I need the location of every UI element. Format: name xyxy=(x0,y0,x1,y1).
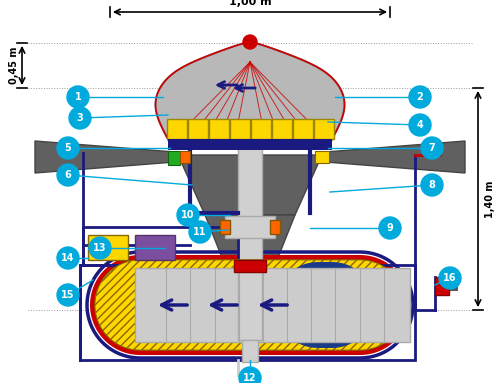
Text: 2: 2 xyxy=(416,92,424,102)
Circle shape xyxy=(379,217,401,239)
Text: 6: 6 xyxy=(64,170,71,180)
Text: 16: 16 xyxy=(444,273,457,283)
Text: 4: 4 xyxy=(416,120,424,130)
FancyBboxPatch shape xyxy=(166,119,186,139)
Text: 8: 8 xyxy=(428,180,436,190)
Circle shape xyxy=(89,237,111,259)
FancyBboxPatch shape xyxy=(292,119,312,139)
Circle shape xyxy=(57,137,79,159)
Polygon shape xyxy=(95,260,405,350)
FancyBboxPatch shape xyxy=(272,119,291,139)
FancyBboxPatch shape xyxy=(135,268,410,342)
Text: 7: 7 xyxy=(428,143,436,153)
Polygon shape xyxy=(156,42,344,143)
Text: 10: 10 xyxy=(181,210,195,220)
FancyBboxPatch shape xyxy=(88,235,128,260)
Text: 3: 3 xyxy=(76,113,84,123)
Polygon shape xyxy=(90,255,410,355)
Polygon shape xyxy=(205,215,295,265)
Circle shape xyxy=(57,164,79,186)
FancyBboxPatch shape xyxy=(135,235,175,260)
Circle shape xyxy=(189,221,211,243)
Circle shape xyxy=(69,107,91,129)
Circle shape xyxy=(57,247,79,269)
Text: 5: 5 xyxy=(64,143,71,153)
Text: 13: 13 xyxy=(93,243,107,253)
Text: 1: 1 xyxy=(74,92,82,102)
FancyBboxPatch shape xyxy=(270,220,280,234)
Circle shape xyxy=(439,267,461,289)
Circle shape xyxy=(421,137,443,159)
Polygon shape xyxy=(35,141,175,173)
FancyBboxPatch shape xyxy=(208,119,229,139)
Circle shape xyxy=(67,86,89,108)
FancyBboxPatch shape xyxy=(188,119,208,139)
Text: 1,40 m: 1,40 m xyxy=(485,180,495,218)
Polygon shape xyxy=(325,141,465,173)
Text: 14: 14 xyxy=(61,253,75,263)
FancyBboxPatch shape xyxy=(315,151,329,163)
Text: 15: 15 xyxy=(61,290,75,300)
Polygon shape xyxy=(178,155,322,215)
Circle shape xyxy=(239,367,261,383)
Text: 9: 9 xyxy=(386,223,394,233)
FancyBboxPatch shape xyxy=(250,119,270,139)
Text: 1,00 m: 1,00 m xyxy=(228,0,272,7)
FancyBboxPatch shape xyxy=(168,139,332,145)
Polygon shape xyxy=(275,262,375,348)
Circle shape xyxy=(243,35,257,49)
Text: 12: 12 xyxy=(243,373,257,383)
FancyBboxPatch shape xyxy=(168,151,180,165)
Circle shape xyxy=(409,114,431,136)
FancyBboxPatch shape xyxy=(449,278,457,290)
FancyBboxPatch shape xyxy=(220,220,230,234)
FancyBboxPatch shape xyxy=(314,119,334,139)
FancyBboxPatch shape xyxy=(180,151,190,163)
Text: 11: 11 xyxy=(193,227,207,237)
FancyBboxPatch shape xyxy=(242,340,258,362)
Polygon shape xyxy=(95,260,405,350)
Circle shape xyxy=(57,284,79,306)
FancyBboxPatch shape xyxy=(238,148,262,340)
FancyBboxPatch shape xyxy=(238,272,262,340)
FancyBboxPatch shape xyxy=(168,136,332,150)
FancyBboxPatch shape xyxy=(230,119,250,139)
Circle shape xyxy=(177,204,199,226)
Circle shape xyxy=(421,174,443,196)
FancyBboxPatch shape xyxy=(435,277,449,295)
FancyBboxPatch shape xyxy=(225,216,275,238)
FancyBboxPatch shape xyxy=(234,260,266,272)
Text: 0,45 m: 0,45 m xyxy=(9,47,19,84)
Circle shape xyxy=(409,86,431,108)
